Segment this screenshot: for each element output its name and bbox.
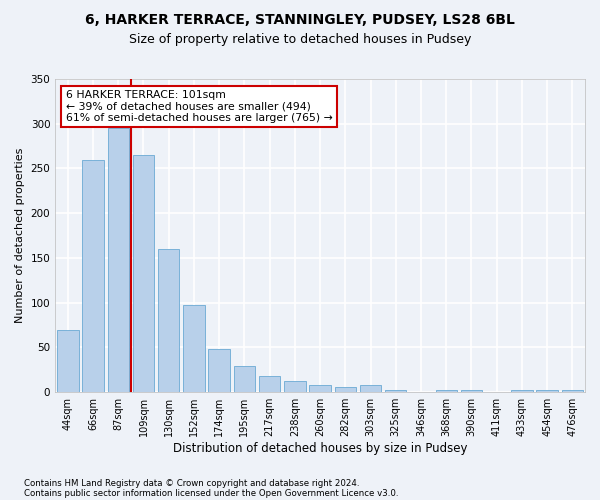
Bar <box>233 366 255 392</box>
Bar <box>562 390 583 392</box>
Y-axis label: Number of detached properties: Number of detached properties <box>15 148 25 324</box>
Text: 6, HARKER TERRACE, STANNINGLEY, PUDSEY, LS28 6BL: 6, HARKER TERRACE, STANNINGLEY, PUDSEY, … <box>85 12 515 26</box>
Bar <box>158 249 179 392</box>
Bar <box>360 385 381 392</box>
Text: 6 HARKER TERRACE: 101sqm
← 39% of detached houses are smaller (494)
61% of semi-: 6 HARKER TERRACE: 101sqm ← 39% of detach… <box>66 90 332 123</box>
Bar <box>335 387 356 392</box>
Bar <box>82 160 104 392</box>
Bar <box>57 330 79 392</box>
Bar <box>107 128 129 392</box>
Bar <box>208 350 230 392</box>
Bar <box>133 155 154 392</box>
Bar <box>385 390 406 392</box>
Bar <box>536 390 558 392</box>
Bar <box>310 385 331 392</box>
Bar <box>183 304 205 392</box>
Bar <box>436 390 457 392</box>
Text: Contains HM Land Registry data © Crown copyright and database right 2024.: Contains HM Land Registry data © Crown c… <box>24 478 359 488</box>
Bar <box>259 376 280 392</box>
Text: Contains public sector information licensed under the Open Government Licence v3: Contains public sector information licen… <box>24 488 398 498</box>
Bar <box>511 390 533 392</box>
X-axis label: Distribution of detached houses by size in Pudsey: Distribution of detached houses by size … <box>173 442 467 455</box>
Bar <box>284 380 305 392</box>
Bar <box>461 390 482 392</box>
Text: Size of property relative to detached houses in Pudsey: Size of property relative to detached ho… <box>129 32 471 46</box>
